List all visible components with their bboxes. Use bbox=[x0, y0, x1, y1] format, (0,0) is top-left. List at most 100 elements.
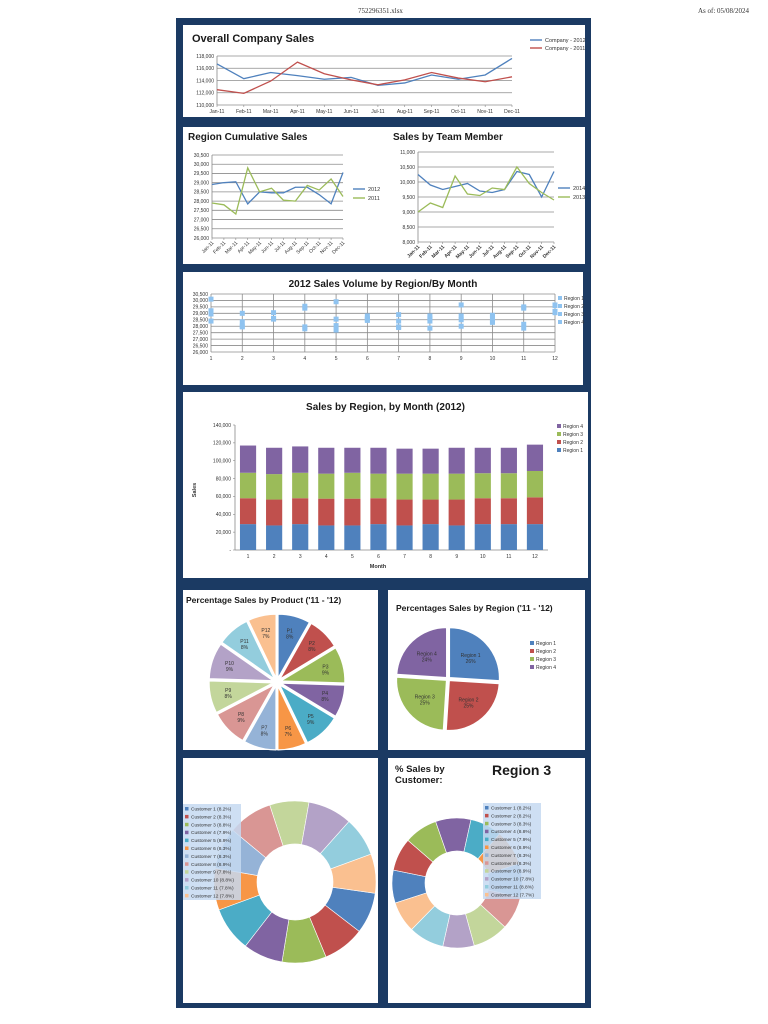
legend-label: Customer 5 (7.9%) bbox=[491, 837, 532, 843]
scatter-point bbox=[396, 325, 402, 331]
region-selector-value[interactable]: Region 3 bbox=[492, 762, 552, 778]
slice-value: 7% bbox=[285, 732, 293, 738]
legend-label: Customer 10 (8.8%) bbox=[191, 878, 234, 884]
slice-value: 7% bbox=[262, 634, 270, 640]
chart-title-region-cumulative: Region Cumulative Sales bbox=[188, 132, 308, 143]
legend-label: Customer 1 (8.2%) bbox=[491, 806, 532, 812]
legend-swatch bbox=[558, 320, 562, 324]
legend-label: Customer 6 (8.3%) bbox=[191, 846, 232, 852]
y-tick-label: 29,500 bbox=[193, 305, 209, 311]
legend-label: Customer 1 (8.2%) bbox=[191, 807, 232, 813]
x-tick-label: May-11 bbox=[455, 244, 471, 260]
bar-segment-region-3 bbox=[500, 473, 517, 499]
legend-swatch bbox=[485, 877, 489, 881]
legend-swatch bbox=[485, 892, 489, 897]
legend-label: Region 2 bbox=[536, 649, 556, 655]
y-tick-label: 10,500 bbox=[400, 165, 416, 171]
slice-value: 8% bbox=[241, 645, 249, 651]
y-tick-label: 110,000 bbox=[196, 103, 214, 109]
y-tick-label: 118,000 bbox=[196, 54, 214, 60]
slice-value: 25% bbox=[463, 703, 474, 709]
legend-label: Customer 6 (8.9%) bbox=[491, 845, 532, 851]
legend-label: 2011 bbox=[368, 196, 380, 202]
y-tick-label: 26,000 bbox=[194, 236, 210, 242]
x-tick-label: 10 bbox=[490, 356, 496, 362]
bar-segment-region-3 bbox=[318, 473, 335, 499]
bar-segment-region-4 bbox=[344, 447, 361, 473]
pie-slice-4 bbox=[396, 626, 448, 679]
slice-value: 9% bbox=[226, 667, 234, 673]
y-tick-label: 11,000 bbox=[400, 150, 415, 156]
legend-label: Customer 8 (8.9%) bbox=[191, 862, 232, 868]
y-tick-label: 100,000 bbox=[213, 459, 231, 465]
legend-swatch bbox=[185, 862, 189, 866]
y-tick-label: 26,000 bbox=[193, 350, 209, 356]
scatter-point bbox=[239, 319, 245, 325]
chart-title-customer-donut: % Sales by Customer: bbox=[395, 764, 445, 786]
bar-segment-region-1 bbox=[448, 525, 465, 550]
bar-segment-region-2 bbox=[266, 499, 283, 526]
bar-segment-region-3 bbox=[344, 472, 361, 499]
slice-value: 8% bbox=[286, 635, 294, 641]
scatter-point bbox=[458, 313, 464, 319]
y-tick-label: 20,000 bbox=[216, 530, 232, 536]
panel-sales-volume bbox=[183, 272, 583, 385]
chart-title-team-member: Sales by Team Member bbox=[393, 132, 503, 143]
frame-tab bbox=[585, 117, 591, 127]
scatter-point bbox=[427, 313, 433, 319]
legend-label: Customer 3 (8.3%) bbox=[491, 821, 532, 827]
scatter-point bbox=[239, 310, 245, 316]
legend-label: Region 2 bbox=[564, 304, 584, 310]
bar-segment-region-3 bbox=[370, 473, 387, 499]
slice-label: P7 bbox=[261, 725, 267, 731]
x-tick-label: 7 bbox=[397, 356, 400, 362]
bar-segment-region-3 bbox=[266, 474, 283, 500]
scatter-point bbox=[208, 311, 214, 317]
scatter-point bbox=[333, 323, 339, 329]
scatter-point bbox=[458, 323, 464, 329]
legend-swatch bbox=[185, 846, 189, 850]
legend-swatch bbox=[530, 657, 534, 661]
x-tick-label: 6 bbox=[377, 554, 380, 560]
bar-segment-region-1 bbox=[474, 524, 491, 550]
bar-segment-region-1 bbox=[344, 525, 361, 550]
slice-label: P11 bbox=[240, 639, 249, 645]
x-tick-label: 11 bbox=[521, 356, 526, 362]
x-tick-label: 1 bbox=[247, 554, 250, 560]
slice-label: P3 bbox=[322, 664, 328, 670]
x-tick-label: Jun-11 bbox=[260, 240, 275, 255]
slice-label: P1 bbox=[287, 629, 293, 635]
legend-swatch bbox=[485, 837, 489, 842]
chart-title-sales-volume: 2012 Sales Volume by Region/By Month bbox=[288, 279, 478, 290]
bar-segment-region-2 bbox=[474, 498, 491, 525]
legend-swatch bbox=[485, 853, 489, 857]
x-tick-label: Dec-11 bbox=[542, 244, 558, 260]
x-tick-label: Sep-11 bbox=[505, 244, 521, 260]
y-tick-label: 27,500 bbox=[194, 208, 210, 214]
x-tick-label: 2 bbox=[241, 356, 244, 362]
pie-slice-2 bbox=[445, 679, 500, 732]
y-tick-label: 28,500 bbox=[194, 190, 210, 196]
x-tick-label: 9 bbox=[455, 554, 458, 560]
x-tick-label: 4 bbox=[303, 356, 306, 362]
scatter-point bbox=[489, 319, 495, 325]
bar-segment-region-2 bbox=[370, 498, 387, 525]
legend-label: Region 4 bbox=[536, 665, 556, 671]
legend-label: Company - 2011 bbox=[545, 46, 585, 52]
x-tick-label: 3 bbox=[272, 356, 275, 362]
bar-segment-region-2 bbox=[422, 499, 439, 525]
slice-value: 26% bbox=[466, 659, 477, 665]
bar-segment-region-1 bbox=[266, 525, 283, 550]
legend-box bbox=[483, 803, 541, 899]
bar-segment-region-4 bbox=[448, 447, 465, 474]
y-tick-label: 27,000 bbox=[193, 337, 209, 343]
slice-label: Region 1 bbox=[461, 653, 481, 659]
x-tick-label: 2 bbox=[273, 554, 276, 560]
scatter-point bbox=[427, 318, 433, 324]
legend-swatch bbox=[185, 854, 189, 858]
y-tick-label: 112,000 bbox=[196, 91, 214, 97]
legend-label: Customer 12 (7.7%) bbox=[491, 892, 534, 898]
pie-slice-12 bbox=[330, 853, 377, 894]
file-name: 752296351.xlsx bbox=[358, 7, 403, 15]
